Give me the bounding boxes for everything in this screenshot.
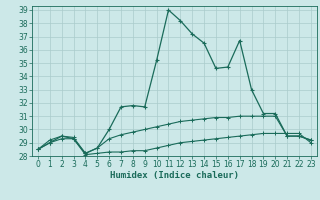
X-axis label: Humidex (Indice chaleur): Humidex (Indice chaleur) <box>110 171 239 180</box>
